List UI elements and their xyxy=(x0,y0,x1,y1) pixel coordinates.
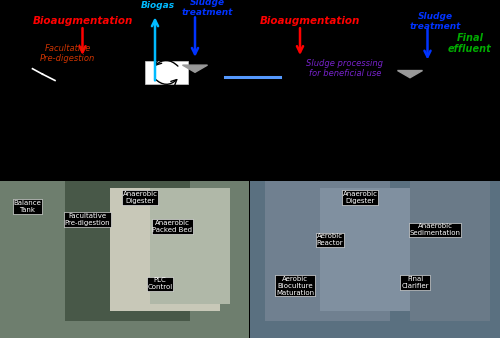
Text: Aerobic
Reactor: Aerobic Reactor xyxy=(316,234,344,246)
Bar xyxy=(410,181,490,321)
Bar xyxy=(110,188,220,311)
Bar xyxy=(150,188,230,304)
Bar xyxy=(265,181,390,321)
Text: Facultative
Pre-digestion: Facultative Pre-digestion xyxy=(40,44,95,63)
FancyBboxPatch shape xyxy=(145,61,188,84)
Bar xyxy=(0,181,248,338)
Text: Bioaugmentation: Bioaugmentation xyxy=(32,16,132,26)
Text: Final
effluent: Final effluent xyxy=(448,32,492,54)
Bar xyxy=(320,188,410,311)
Text: Facultative
Pre-digestion: Facultative Pre-digestion xyxy=(64,213,110,226)
Text: Sludge processing
for beneficial use: Sludge processing for beneficial use xyxy=(306,59,384,78)
Text: Final
Clarifier: Final Clarifier xyxy=(401,276,429,289)
Polygon shape xyxy=(182,65,208,72)
Text: Aerobic
Bioculture
Maturation: Aerobic Bioculture Maturation xyxy=(276,275,314,296)
Text: Bioaugmentation: Bioaugmentation xyxy=(260,16,360,26)
Text: Anaerobic
Digester: Anaerobic Digester xyxy=(342,191,378,204)
Bar xyxy=(65,181,190,321)
Polygon shape xyxy=(398,71,422,78)
Text: Anaerobic
Sedimentation: Anaerobic Sedimentation xyxy=(410,223,461,236)
Text: Biogas: Biogas xyxy=(140,1,174,10)
Text: Sludge
treatment: Sludge treatment xyxy=(182,0,233,17)
Text: Anaerobic
Digester: Anaerobic Digester xyxy=(122,191,158,204)
Text: PLC
Control: PLC Control xyxy=(148,277,172,290)
Text: Sludge
treatment: Sludge treatment xyxy=(410,12,461,31)
Bar xyxy=(250,181,500,338)
Text: Anaerobic
Packed Bed: Anaerobic Packed Bed xyxy=(152,220,192,233)
Text: Balance
Tank: Balance Tank xyxy=(14,200,42,213)
